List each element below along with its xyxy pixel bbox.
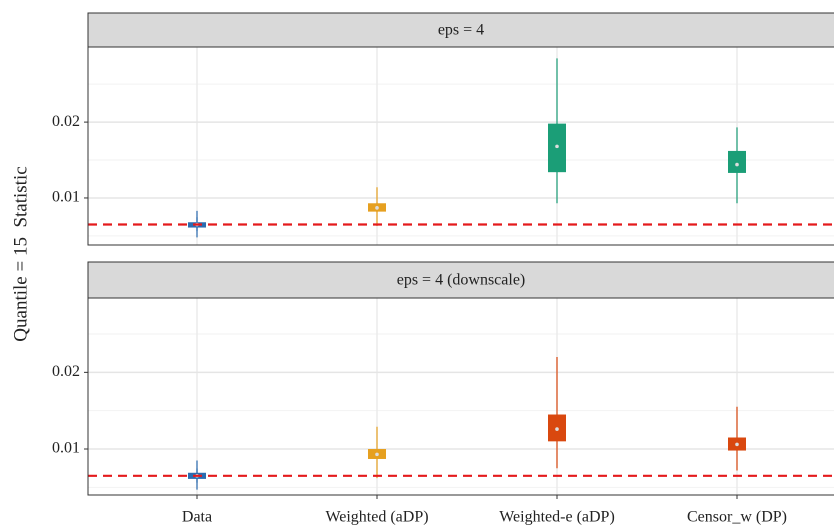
panel-border	[87, 46, 834, 246]
y-tick-label: 0.01	[52, 440, 80, 457]
panel-border	[87, 297, 834, 496]
y-tick-label: 0.02	[52, 363, 80, 380]
median	[375, 206, 379, 210]
y-axis-label: Quantile = 15 Statistic	[10, 166, 31, 341]
x-tick-label: Weighted (aDP)	[325, 509, 428, 526]
strip-title: eps = 4 (downscale)	[397, 272, 526, 289]
y-tick-label: 0.02	[52, 113, 80, 130]
x-tick-label: Data	[182, 509, 212, 526]
y-tick-label: 0.01	[52, 189, 80, 206]
median	[735, 162, 739, 167]
median	[555, 427, 559, 431]
median	[555, 144, 559, 149]
median	[735, 442, 739, 447]
strip	[87, 261, 834, 299]
box	[728, 150, 746, 173]
panel	[88, 47, 834, 245]
x-tick-label: Weighted-e (aDP)	[499, 509, 615, 526]
strip-title: eps = 4	[438, 22, 484, 39]
x-tick-label: Censor_w (DP)	[687, 509, 787, 526]
panel	[88, 298, 834, 495]
median	[375, 452, 379, 457]
strip	[87, 12, 834, 48]
